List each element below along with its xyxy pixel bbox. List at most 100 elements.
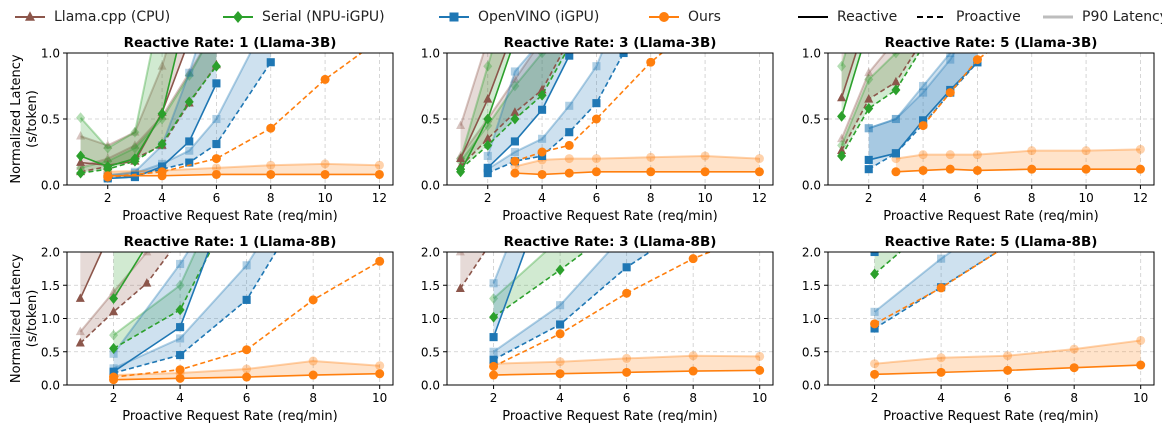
- data-point: [972, 55, 982, 65]
- p90-point: [374, 160, 384, 170]
- data-point: [489, 311, 499, 323]
- x-tick-label: 2: [110, 391, 118, 405]
- series-line-serial-proactive: [80, 65, 218, 174]
- p90-line-openvino-proactive: [107, 53, 252, 176]
- p90-band-openvino-reactive: [487, 53, 570, 168]
- y-tick-label: 1.0: [421, 312, 440, 326]
- x-tick-label: 6: [243, 391, 251, 405]
- p90-point: [211, 163, 221, 173]
- data-point: [1136, 360, 1146, 370]
- data-point: [375, 35, 384, 44]
- p90-point: [184, 70, 194, 81]
- p90-point: [591, 154, 601, 164]
- data-point: [555, 264, 565, 276]
- p90-point: [242, 364, 252, 374]
- p90-line-serial-reactive: [459, 53, 493, 159]
- y-tick-label: 0.5: [802, 113, 821, 127]
- x-axis-label: Proactive Request Rate (req/min): [502, 209, 718, 224]
- data-point: [1003, 365, 1013, 375]
- x-tick-label: 10: [1133, 391, 1148, 405]
- p90-point: [903, 193, 912, 204]
- p90-point: [375, 361, 385, 371]
- plot-area: [75, 227, 385, 385]
- data-point: [489, 333, 498, 342]
- data-point: [130, 153, 140, 164]
- chart-title: Reactive Rate: 1 (Llama-3B): [124, 35, 337, 51]
- p90-point: [1135, 144, 1145, 154]
- p90-line-ours-reactive: [113, 360, 380, 377]
- p90-band-openvino-reactive: [868, 53, 978, 160]
- data-point: [456, 153, 466, 162]
- data-point: [1135, 164, 1145, 174]
- p90-line-serial-proactive: [112, 252, 197, 336]
- legend-label: Reactive: [837, 9, 898, 25]
- data-point: [700, 167, 710, 177]
- data-point: [109, 375, 119, 385]
- data-point: [837, 150, 847, 162]
- data-point: [320, 169, 330, 179]
- x-axis-label: Proactive Request Rate (req/min): [122, 209, 338, 224]
- series-line-ours-reactive: [895, 168, 1141, 173]
- legend-label: Llama.cpp (CPU): [54, 9, 171, 25]
- p90-line-serial-reactive: [79, 53, 153, 150]
- p90-band-serial-reactive: [80, 53, 177, 167]
- p90-point: [973, 9, 981, 17]
- p90-point: [510, 147, 519, 157]
- data-point: [185, 0, 194, 6]
- data-point: [510, 107, 520, 116]
- p90-band-llama-proactive: [80, 53, 217, 172]
- series-line-serial-proactive: [840, 53, 920, 157]
- legend-item-reactive: Reactive: [797, 6, 897, 28]
- data-point: [483, 113, 493, 125]
- p90-line-llama-reactive: [80, 53, 168, 147]
- p90-band-llama-proactive: [841, 53, 915, 151]
- p90-point: [130, 142, 140, 154]
- data-point: [646, 167, 656, 177]
- p90-point: [891, 53, 901, 59]
- p90-point: [523, 195, 531, 203]
- p90-point: [871, 208, 879, 216]
- p90-line-serial-proactive: [80, 53, 203, 169]
- p90-point: [919, 81, 928, 91]
- panel-5: 2 4 6 8 10 0.0 0.5 1.0 1.5 2.0 Reactive Rate: 3 (L…: [421, 195, 774, 424]
- series-line-serial-reactive: [112, 252, 144, 299]
- x-tick-label: 4: [538, 191, 546, 205]
- p90-point: [870, 233, 879, 244]
- p90-line-llama-proactive: [840, 53, 887, 140]
- data-point: [537, 147, 547, 157]
- p90-band-serial-proactive: [113, 252, 210, 349]
- p90-point: [555, 357, 565, 367]
- series-line-openvino-proactive: [107, 61, 272, 178]
- data-point: [242, 372, 252, 382]
- p90-point: [919, 88, 928, 97]
- y-tick-label: 1.0: [421, 47, 440, 61]
- p90-point: [864, 124, 873, 133]
- p90-point: [837, 60, 847, 72]
- x-tick-label: 4: [937, 391, 945, 405]
- data-point: [374, 169, 384, 179]
- legend-label: Serial (NPU-iGPU): [262, 9, 385, 25]
- data-point: [918, 121, 928, 131]
- p90-line-openvino-proactive: [873, 252, 953, 313]
- data-point: [130, 173, 139, 182]
- series-line-ours-reactive: [107, 173, 380, 177]
- p90-line-openvino-reactive: [112, 252, 189, 355]
- plot-area: [456, 0, 764, 179]
- legend-swatch: [649, 12, 679, 22]
- x-tick-label: 4: [556, 391, 564, 405]
- series-line-llama-proactive: [79, 252, 172, 344]
- data-point: [483, 94, 493, 103]
- p90-point: [76, 227, 85, 236]
- p90-point: [564, 154, 574, 164]
- chart-title: Reactive Rate: 3 (Llama-8B): [504, 234, 717, 250]
- p90-band-openvino-proactive: [493, 252, 650, 360]
- data-point: [891, 149, 900, 158]
- data-point: [176, 351, 185, 360]
- y-tick-label: 2.0: [41, 246, 60, 260]
- p90-line-llama-proactive: [80, 53, 203, 168]
- data-point: [211, 169, 221, 179]
- p90-point: [489, 293, 499, 304]
- p90-point: [620, 0, 628, 4]
- p90-point: [103, 142, 113, 154]
